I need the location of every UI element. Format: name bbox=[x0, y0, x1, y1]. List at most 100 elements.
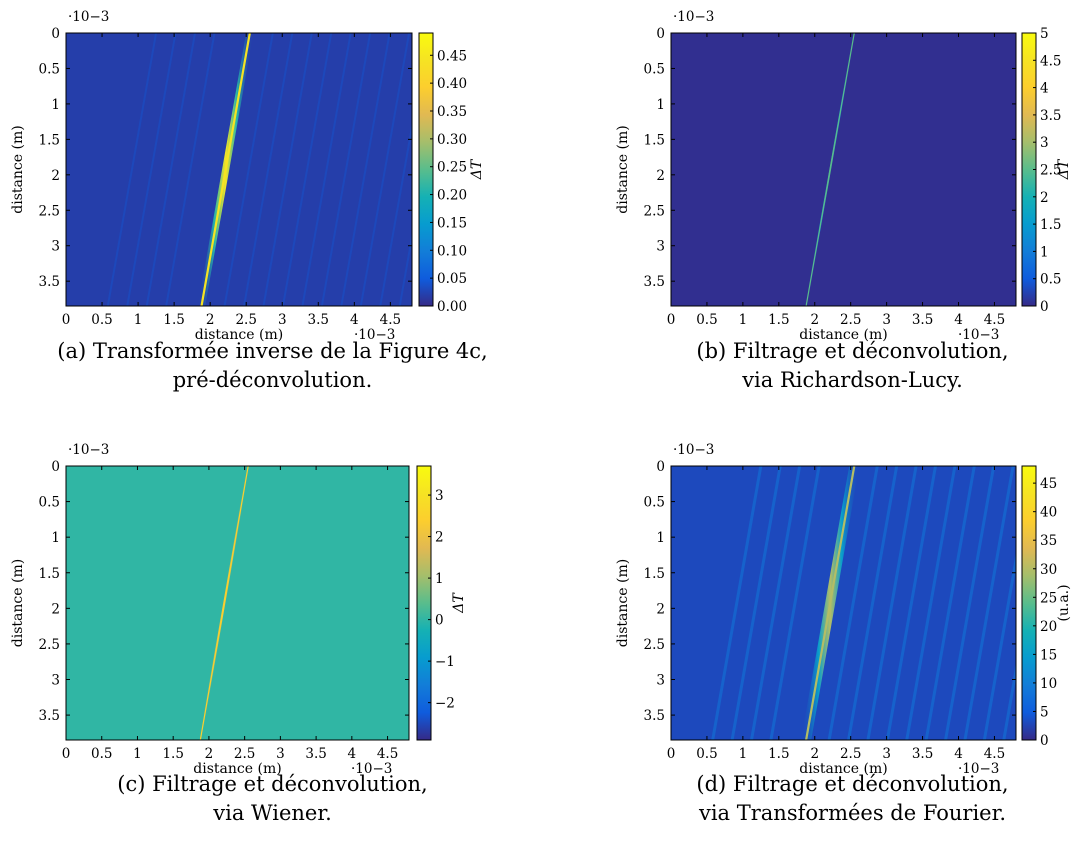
x-tick-label-b: 0.5 bbox=[696, 312, 717, 328]
x-tick-label-c: 4.5 bbox=[377, 746, 398, 762]
x-tick-label-a: 4 bbox=[350, 312, 359, 328]
caption-b-line1: (b) Filtrage et déconvolution, bbox=[696, 339, 1009, 363]
colorbar-tick-label-c: 3 bbox=[435, 488, 444, 504]
y-tick-label-d: 1 bbox=[656, 530, 665, 546]
colorbar-tick-label-a: 0.15 bbox=[437, 215, 467, 231]
x-tick-label-c: 0.5 bbox=[91, 746, 112, 762]
caption-a: (a) Transformée inverse de la Figure 4c,… bbox=[0, 337, 545, 395]
colorbar-tick-label-b: 4.5 bbox=[1040, 53, 1061, 69]
heatmap-streak-d bbox=[769, 466, 821, 740]
colorbar-tick-label-b: 3.5 bbox=[1040, 108, 1061, 124]
heatmap-streak-a bbox=[379, 120, 412, 306]
heatmap-line-core-d bbox=[805, 466, 856, 740]
y-tick-label-c: 3.5 bbox=[39, 708, 60, 724]
x-axis-label-c: distance (m) bbox=[193, 761, 281, 777]
caption-a-line1: (a) Transformée inverse de la Figure 4c, bbox=[57, 339, 488, 363]
x-tick-label-c: 1.5 bbox=[162, 746, 183, 762]
x-tick-label-a: 3 bbox=[278, 312, 287, 328]
heatmap-streak-d bbox=[1002, 661, 1016, 740]
y-tick-label-b: 1 bbox=[656, 97, 665, 113]
colorbar-tick-label-d: 5 bbox=[1040, 704, 1049, 720]
caption-c-line2: via Wiener. bbox=[213, 801, 332, 825]
heatmap-streak-a bbox=[243, 33, 294, 306]
colorbar-tick-label-a: 0.30 bbox=[437, 132, 467, 148]
colorbar-tick-label-a: 0.05 bbox=[437, 271, 467, 287]
y-tick-label-b: 3.5 bbox=[644, 274, 665, 290]
x-tick-label-c: 4 bbox=[348, 746, 357, 762]
x-tick-label-d: 3 bbox=[882, 746, 891, 762]
x-tick-label-c: 2.5 bbox=[234, 746, 255, 762]
heatmap-line-core-a bbox=[200, 33, 251, 306]
heatmap-streak-d bbox=[730, 466, 782, 740]
colorbar-tick-label-a: 0.10 bbox=[437, 243, 467, 259]
x-tick-label-b: 3 bbox=[882, 312, 891, 328]
x-tick-label-d: 4 bbox=[954, 746, 963, 762]
heatmap-streak-a bbox=[262, 33, 313, 306]
y-tick-label-b: 0 bbox=[656, 26, 665, 42]
x-tick-label-d: 0 bbox=[667, 746, 676, 762]
panel-d: 0 0.5 1 1.5 2 2.5 3 3.5 4 4.5 0 0.5 1 1.5 2 2.5 3 3.5 dist… bbox=[615, 442, 1072, 777]
y-tick-label-d: 3.5 bbox=[644, 708, 665, 724]
colorbar-tick-label-d: 35 bbox=[1040, 533, 1057, 549]
heatmap-streak-d bbox=[866, 466, 918, 740]
colorbar-tick-label-b: 3 bbox=[1040, 135, 1049, 151]
colorbar-tick-label-b: 4 bbox=[1040, 81, 1049, 97]
y-tick-label-a: 0.5 bbox=[39, 61, 60, 77]
y-tick-label-b: 2 bbox=[656, 168, 665, 184]
y-tick-label-c: 1.5 bbox=[39, 566, 60, 582]
y-tick-label-a: 1.5 bbox=[39, 132, 60, 148]
heatmap-streak-d bbox=[711, 466, 763, 740]
colorbar-tick-label-b: 2.5 bbox=[1040, 163, 1061, 179]
x-axis-label-a: distance (m) bbox=[195, 327, 283, 343]
panel-b: 0 0.5 1 1.5 2 2.5 3 3.5 4 4.5 0 0.5 1 1.5 2 2.5 3 3.5 dist… bbox=[615, 9, 1072, 343]
x-tick-label-a: 2 bbox=[206, 312, 215, 328]
y-tick-label-d: 1.5 bbox=[644, 566, 665, 582]
y-tick-label-d: 2.5 bbox=[644, 637, 665, 653]
x-tick-label-a: 4.5 bbox=[380, 312, 401, 328]
y-tick-label-d: 0 bbox=[656, 459, 665, 475]
x-multiplier-b: ·10−3 bbox=[958, 327, 999, 343]
y-tick-label-b: 2.5 bbox=[644, 203, 665, 219]
x-tick-label-b: 2.5 bbox=[840, 312, 861, 328]
colorbar-label-d: (u.a.) bbox=[1056, 584, 1072, 621]
colorbar-tick-label-c: 1 bbox=[435, 571, 444, 587]
heatmap-streak-a bbox=[106, 33, 158, 306]
heatmap-streak-a bbox=[145, 33, 197, 306]
heatmap-streak-d bbox=[885, 466, 937, 740]
caption-a-line2: pré-déconvolution. bbox=[172, 368, 373, 392]
colorbar-tick-label-b: 0 bbox=[1040, 299, 1049, 315]
colorbar-tick-label-c: 2 bbox=[435, 530, 444, 546]
heatmap-streak-a bbox=[165, 33, 216, 306]
y-tick-label-d: 2 bbox=[656, 601, 665, 617]
heatmap-streak-d bbox=[982, 551, 1016, 740]
x-tick-label-c: 0 bbox=[62, 746, 71, 762]
y-tick-label-c: 2 bbox=[51, 601, 60, 617]
colorbar-tick-label-a: 0.00 bbox=[437, 299, 467, 315]
panel-a: 0 0.5 1 1.5 2 2.5 3 3.5 4 4.5 0 0.5 1 1.5 2 2.5 3 3.5 dist… bbox=[10, 9, 485, 343]
heatmap-streak-d bbox=[750, 466, 802, 740]
colorbar-tick-label-b: 5 bbox=[1040, 26, 1049, 42]
x-tick-label-b: 4.5 bbox=[984, 312, 1005, 328]
x-tick-label-a: 0 bbox=[62, 312, 71, 328]
colorbar-tick-label-d: 25 bbox=[1040, 590, 1057, 606]
colorbar-tick-label-d: 0 bbox=[1040, 733, 1049, 749]
y-axis-label-d: distance (m) bbox=[615, 559, 631, 647]
x-tick-label-a: 0.5 bbox=[91, 312, 112, 328]
y-tick-label-c: 3 bbox=[51, 673, 60, 689]
heatmap-streak-a bbox=[340, 33, 391, 306]
x-tick-label-b: 1 bbox=[739, 312, 748, 328]
colorbar-tick-label-b: 1 bbox=[1040, 244, 1049, 260]
y-tick-label-b: 3 bbox=[656, 239, 665, 255]
panel-c: 0 0.5 1 1.5 2 2.5 3 3.5 4 4.5 0 0.5 1 1.5 2 2.5 3 3.5 dist… bbox=[10, 442, 467, 777]
colorbar-tick-label-d: 45 bbox=[1040, 476, 1057, 492]
x-tick-label-d: 0.5 bbox=[696, 746, 717, 762]
x-tick-label-a: 1.5 bbox=[163, 312, 184, 328]
heatmap-streak-d bbox=[847, 466, 899, 740]
colorbar-tick-label-b: 0.5 bbox=[1040, 272, 1061, 288]
heatmap-streak-a bbox=[398, 230, 412, 306]
colorbar-tick-label-d: 30 bbox=[1040, 562, 1057, 578]
y-tick-label-c: 2.5 bbox=[39, 637, 60, 653]
x-axis-label-b: distance (m) bbox=[799, 327, 887, 343]
colorbar-label-b: ΔT bbox=[1056, 158, 1072, 180]
colorbar-tick-label-b: 1.5 bbox=[1040, 217, 1061, 233]
